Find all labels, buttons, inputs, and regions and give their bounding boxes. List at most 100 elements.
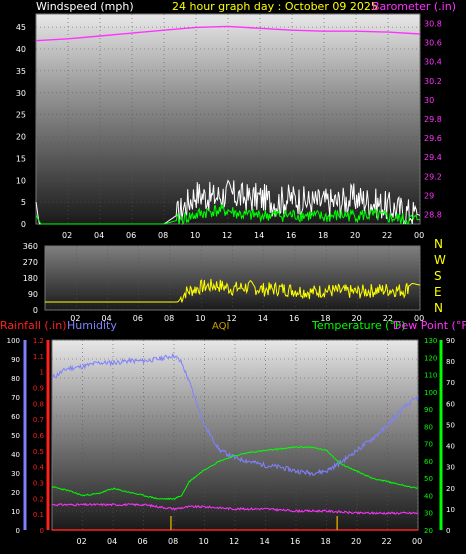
x-tick-label: 14 bbox=[254, 231, 264, 240]
rainfall-tick: 1.1 bbox=[33, 353, 44, 361]
temp-axes: 10090807060504030201001.21.110.90.80.70.… bbox=[7, 337, 455, 535]
x-tick-label: 06 bbox=[133, 314, 143, 323]
rainfall-tick: 0.1 bbox=[33, 511, 44, 519]
temperature-tick: 60 bbox=[424, 458, 433, 466]
humidity-tick: 30 bbox=[11, 470, 20, 478]
x-tick-label: 18 bbox=[318, 231, 328, 240]
dewpoint-line bbox=[51, 502, 419, 515]
temperature-line bbox=[51, 445, 419, 501]
barometer-tick: 30 bbox=[424, 96, 434, 105]
windspeed-tick: 30 bbox=[16, 89, 26, 98]
wind-x-axis: 02 04 06 08 10 12 14 16 18 20 22 00 bbox=[62, 231, 424, 240]
x-tick-label: 16 bbox=[289, 314, 299, 323]
x-tick-label: 20 bbox=[350, 231, 360, 240]
chart-title: 24 hour graph day : October 09 2025 bbox=[172, 0, 378, 13]
temperature-tick: 30 bbox=[424, 510, 433, 518]
windspeed-tick: 10 bbox=[16, 176, 26, 185]
windspeed-tick: 40 bbox=[16, 45, 26, 54]
direction-tick: 270 bbox=[23, 258, 38, 267]
humidity-tick: 40 bbox=[11, 451, 20, 459]
humidity-tick: 100 bbox=[7, 337, 20, 345]
temperature-label: Temperature (°F) bbox=[311, 319, 406, 332]
dewpoint-tick: 30 bbox=[446, 464, 455, 472]
humidity-tick: 50 bbox=[11, 432, 20, 440]
windspeed-tick: 5 bbox=[21, 198, 26, 207]
x-tick-label: 18 bbox=[321, 537, 331, 546]
barometer-tick: 30.4 bbox=[424, 58, 442, 67]
direction-lines bbox=[45, 278, 421, 303]
barometer-tick: 30.8 bbox=[424, 20, 442, 29]
x-tick-label: 22 bbox=[382, 231, 392, 240]
dewpoint-tick: 90 bbox=[446, 337, 455, 345]
x-tick-label: 04 bbox=[107, 537, 117, 546]
direction-axis: 360 270 180 90 0 bbox=[23, 242, 38, 315]
barometer-axis: 30.8 30.6 30.4 30.2 30 29.8 29.6 29.4 29.2 29 28.8 bbox=[424, 20, 442, 220]
x-tick-label: 12 bbox=[227, 314, 237, 323]
dewpoint-tick: 0 bbox=[446, 527, 450, 535]
temperature-tick: 90 bbox=[424, 406, 433, 414]
wind-lines bbox=[35, 25, 421, 226]
humidity-tick: 0 bbox=[16, 527, 20, 535]
rainfall-tick: 0.5 bbox=[33, 448, 44, 456]
temperature-tick: 50 bbox=[424, 475, 433, 483]
temperature-tick: 80 bbox=[424, 423, 433, 431]
rainfall-tick: 0.6 bbox=[33, 432, 45, 440]
humidity-tick: 90 bbox=[11, 356, 20, 364]
temperature-tick: 130 bbox=[424, 337, 437, 345]
barometer-tick: 29.6 bbox=[424, 134, 442, 143]
temp-x-axis: 02 04 06 08 10 12 14 16 18 20 22 00 bbox=[77, 537, 423, 546]
direction-grid bbox=[45, 245, 421, 311]
x-tick-label: 02 bbox=[62, 231, 72, 240]
x-tick-label: 14 bbox=[260, 537, 270, 546]
dewpoint-tick: 60 bbox=[446, 400, 455, 408]
windspeed-tick: 25 bbox=[16, 111, 26, 120]
temperature-tick: 20 bbox=[424, 527, 433, 535]
humidity-tick: 80 bbox=[11, 375, 20, 383]
direction-tick: 90 bbox=[28, 290, 38, 299]
humidity-tick: 70 bbox=[11, 394, 20, 402]
barometer-tick: 30.2 bbox=[424, 77, 442, 86]
rainfall-label: Rainfall (.in) bbox=[0, 319, 67, 332]
x-tick-label: 02 bbox=[70, 314, 80, 323]
x-tick-label: 06 bbox=[126, 231, 136, 240]
barometer-tick: 29 bbox=[424, 191, 434, 200]
x-tick-label: 02 bbox=[77, 537, 87, 546]
x-tick-label: 22 bbox=[382, 537, 392, 546]
temperature-tick: 120 bbox=[424, 354, 437, 362]
temperature-tick: 110 bbox=[424, 372, 437, 380]
barometer-tick: 29.4 bbox=[424, 153, 442, 162]
humidity-label: Humidity bbox=[67, 319, 117, 332]
windspeed-tick: 20 bbox=[16, 133, 26, 142]
x-tick-label: 04 bbox=[94, 231, 104, 240]
wind-speed-line bbox=[35, 204, 420, 226]
dewpoint-tick: 70 bbox=[446, 379, 455, 387]
barometer-tick: 28.8 bbox=[424, 210, 442, 219]
rainfall-tick: 0.9 bbox=[33, 385, 44, 393]
x-tick-label: 22 bbox=[383, 314, 393, 323]
rainfall-tick: 0.3 bbox=[33, 480, 44, 488]
direction-tick: 180 bbox=[23, 274, 38, 283]
dewpoint-tick: 40 bbox=[446, 443, 455, 451]
dewpoint-tick: 50 bbox=[446, 421, 455, 429]
x-tick-label: 06 bbox=[138, 537, 148, 546]
compass-letter: S bbox=[434, 269, 442, 283]
compass-letter: E bbox=[434, 285, 442, 299]
windspeed-tick: 35 bbox=[16, 67, 26, 76]
x-tick-label: 08 bbox=[158, 231, 168, 240]
windspeed-label: Windspeed (mph) bbox=[36, 0, 134, 13]
dewpoint-tick: 20 bbox=[446, 485, 455, 493]
rainfall-tick: 1 bbox=[40, 369, 44, 377]
x-tick-label: 18 bbox=[320, 314, 330, 323]
x-tick-label: 20 bbox=[352, 314, 362, 323]
x-tick-label: 04 bbox=[102, 314, 112, 323]
rainfall-tick: 0.4 bbox=[33, 464, 45, 472]
temperature-tick: 70 bbox=[424, 441, 433, 449]
temp-lines bbox=[51, 353, 419, 531]
windspeed-tick: 15 bbox=[16, 154, 26, 163]
x-tick-label: 12 bbox=[222, 231, 232, 240]
barometer-tick: 29.2 bbox=[424, 172, 442, 181]
dewpoint-tick: 80 bbox=[446, 358, 455, 366]
barometer-line bbox=[35, 25, 421, 42]
humidity-tick: 60 bbox=[11, 413, 20, 421]
